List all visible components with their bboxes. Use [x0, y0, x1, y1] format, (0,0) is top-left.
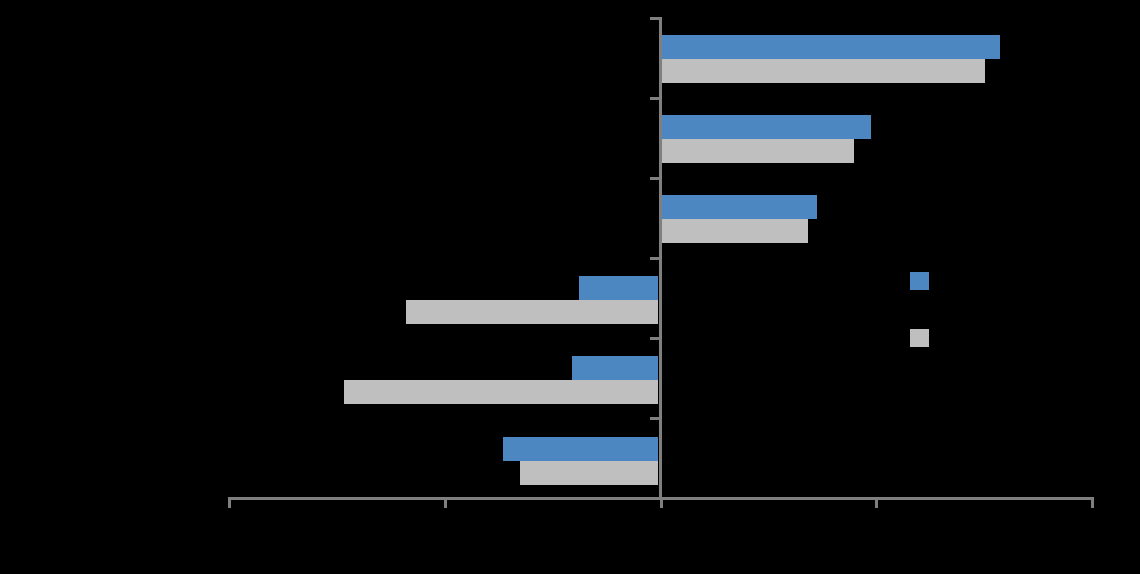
- y-axis-tick: [649, 97, 659, 101]
- legend-swatch-gray-icon: [910, 329, 929, 347]
- bar-blue-category-2: [661, 114, 871, 139]
- y-axis-tick: [649, 337, 659, 341]
- x-axis-tick: [1091, 500, 1094, 508]
- y-axis-tick: [649, 257, 659, 261]
- x-axis-tick: [659, 500, 663, 508]
- bar-blue-category-6: [503, 436, 659, 461]
- bar-blue-category-4: [578, 275, 659, 300]
- bar-gray-category-6: [520, 460, 659, 485]
- y-axis-line: [658, 17, 662, 500]
- bar-gray-category-5: [343, 380, 659, 405]
- y-axis-tick: [649, 177, 659, 181]
- x-axis-line: [228, 497, 1094, 500]
- bar-gray-category-2: [661, 138, 854, 163]
- bar-blue-category-5: [572, 356, 659, 381]
- y-axis-tick: [649, 417, 659, 421]
- bar-gray-category-4: [406, 299, 659, 324]
- bar-gray-category-3: [661, 219, 809, 244]
- y-axis-tick: [649, 497, 659, 501]
- bar-blue-category-1: [661, 34, 1001, 59]
- legend-swatch-blue-icon: [910, 272, 929, 290]
- bar-gray-category-1: [661, 58, 986, 83]
- x-axis-tick: [443, 500, 447, 508]
- bar-blue-category-3: [661, 195, 817, 220]
- x-axis-tick: [228, 500, 231, 508]
- x-axis-tick: [875, 500, 879, 508]
- y-axis-tick: [649, 17, 659, 20]
